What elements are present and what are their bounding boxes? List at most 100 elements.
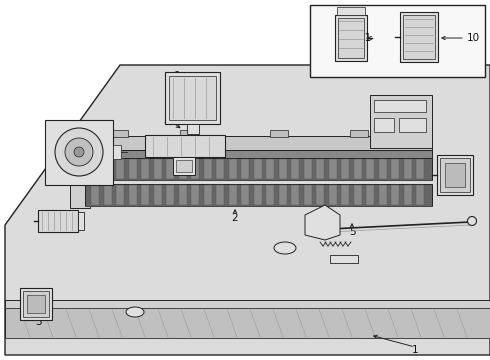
Bar xyxy=(241,159,249,179)
Bar xyxy=(310,5,485,77)
Bar xyxy=(228,185,237,205)
Bar xyxy=(27,295,45,313)
Bar xyxy=(85,150,432,158)
Bar xyxy=(145,135,225,157)
Bar xyxy=(116,159,124,179)
Bar xyxy=(253,185,262,205)
Bar xyxy=(153,185,162,205)
Circle shape xyxy=(55,128,103,176)
Bar xyxy=(400,12,438,62)
Bar xyxy=(266,185,274,205)
Polygon shape xyxy=(5,65,490,355)
Circle shape xyxy=(65,138,93,166)
Bar xyxy=(437,155,473,195)
Bar xyxy=(416,185,424,205)
Bar xyxy=(353,159,362,179)
Bar xyxy=(303,159,312,179)
Text: 1: 1 xyxy=(412,345,418,355)
Bar xyxy=(270,130,288,137)
Bar xyxy=(391,185,399,205)
Bar xyxy=(187,124,199,134)
Text: 8: 8 xyxy=(163,117,170,127)
Text: 3: 3 xyxy=(35,317,41,327)
Bar xyxy=(316,159,324,179)
Bar xyxy=(350,130,368,137)
Bar xyxy=(103,159,112,179)
Bar xyxy=(328,185,337,205)
Bar xyxy=(391,159,399,179)
Bar xyxy=(216,185,224,205)
Bar xyxy=(378,159,387,179)
Text: 10: 10 xyxy=(467,33,480,43)
Bar xyxy=(20,288,52,320)
Bar xyxy=(176,160,192,172)
Bar xyxy=(91,185,99,205)
Bar xyxy=(165,72,220,124)
Bar xyxy=(337,7,365,15)
Bar xyxy=(169,76,216,120)
Bar xyxy=(341,159,349,179)
Bar xyxy=(113,145,121,159)
Polygon shape xyxy=(5,300,490,308)
Bar xyxy=(110,130,128,137)
Bar xyxy=(228,159,237,179)
Bar xyxy=(374,100,426,112)
Bar xyxy=(128,159,137,179)
Bar xyxy=(366,159,374,179)
Bar xyxy=(440,158,470,192)
Bar xyxy=(153,159,162,179)
Bar xyxy=(141,159,149,179)
Bar xyxy=(216,159,224,179)
Bar xyxy=(191,159,199,179)
Bar xyxy=(330,255,358,263)
Bar xyxy=(335,15,367,61)
Bar xyxy=(445,163,465,187)
Bar xyxy=(403,15,435,59)
Bar xyxy=(166,185,174,205)
Bar xyxy=(410,130,428,137)
Text: 11: 11 xyxy=(359,33,372,43)
Bar xyxy=(91,159,99,179)
Text: 9: 9 xyxy=(173,71,180,81)
Bar xyxy=(241,185,249,205)
Text: 5: 5 xyxy=(349,227,355,237)
Bar xyxy=(416,159,424,179)
Polygon shape xyxy=(70,134,90,208)
Bar xyxy=(141,185,149,205)
Bar xyxy=(203,185,212,205)
Text: 6: 6 xyxy=(53,217,60,227)
Bar xyxy=(291,185,299,205)
Text: 7: 7 xyxy=(53,165,60,175)
Bar xyxy=(328,159,337,179)
Polygon shape xyxy=(370,95,432,148)
Text: 2: 2 xyxy=(232,213,238,223)
Bar xyxy=(316,185,324,205)
Bar xyxy=(85,158,432,180)
Bar xyxy=(38,210,78,232)
Bar xyxy=(103,185,112,205)
Bar xyxy=(178,185,187,205)
Bar xyxy=(78,212,84,230)
Bar xyxy=(403,185,412,205)
Bar xyxy=(366,185,374,205)
Polygon shape xyxy=(305,205,340,240)
Bar xyxy=(341,185,349,205)
Bar xyxy=(353,185,362,205)
Bar xyxy=(128,185,137,205)
Ellipse shape xyxy=(274,242,296,254)
Bar xyxy=(191,185,199,205)
Bar xyxy=(253,159,262,179)
Bar xyxy=(374,118,394,132)
Bar xyxy=(303,185,312,205)
Bar xyxy=(116,185,124,205)
Circle shape xyxy=(467,216,476,225)
Bar xyxy=(291,159,299,179)
Ellipse shape xyxy=(126,307,144,317)
Bar xyxy=(278,185,287,205)
Bar xyxy=(85,184,432,206)
Bar xyxy=(338,18,364,58)
Bar xyxy=(173,157,195,175)
Circle shape xyxy=(74,147,84,157)
Bar xyxy=(403,159,412,179)
Text: 4: 4 xyxy=(452,170,459,180)
